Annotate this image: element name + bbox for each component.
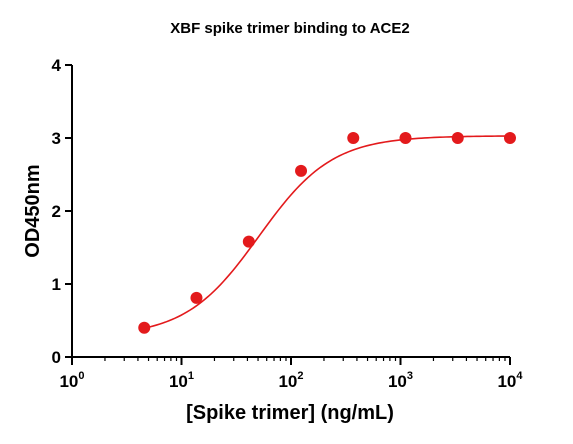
data-point (504, 132, 516, 144)
chart-title: XBF spike trimer binding to ACE2 (170, 20, 409, 37)
y-tick-label: 0 (52, 348, 61, 367)
data-point (138, 321, 151, 334)
fit-curves (144, 135, 511, 329)
x-tick-label: 103 (388, 370, 413, 391)
y-tick-label: 2 (52, 202, 61, 221)
y-axis-label: OD450nm (22, 164, 44, 257)
x-tick-label: 104 (497, 370, 523, 391)
axes (71, 65, 510, 358)
x-axis-label: [Spike trimer] (ng/mL) (186, 402, 394, 424)
data-point (295, 164, 308, 177)
data-point (347, 132, 360, 144)
data-point (399, 132, 412, 144)
x-ticks: 100 101 102 103 104 (59, 357, 523, 391)
y-tick-label: 3 (52, 129, 61, 148)
data-point (242, 235, 255, 248)
x-tick-label: 101 (169, 370, 194, 391)
data-point (451, 132, 464, 144)
data-point (190, 291, 203, 304)
y-tick-label: 4 (52, 56, 62, 75)
data-points (138, 132, 516, 334)
x-tick-label: 102 (278, 370, 303, 391)
y-ticks: 0 1 2 3 4 (52, 56, 72, 367)
x-tick-label: 100 (59, 370, 84, 391)
fit-curve (144, 135, 511, 329)
y-tick-label: 1 (52, 275, 61, 294)
